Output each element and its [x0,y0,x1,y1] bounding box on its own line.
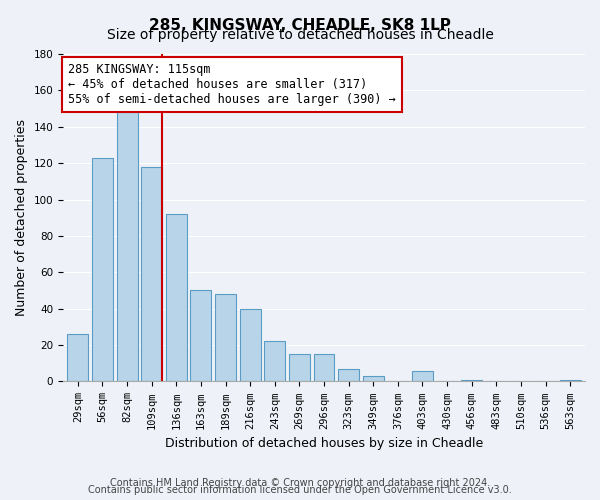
Bar [289,354,310,382]
Text: Contains HM Land Registry data © Crown copyright and database right 2024.: Contains HM Land Registry data © Crown c… [110,478,490,488]
Bar [141,167,162,382]
Bar [239,308,260,382]
Bar [166,214,187,382]
Y-axis label: Number of detached properties: Number of detached properties [15,119,28,316]
Bar [67,334,88,382]
Text: Size of property relative to detached houses in Cheadle: Size of property relative to detached ho… [107,28,493,42]
Bar [265,342,285,382]
Bar [314,354,334,382]
Bar [116,108,137,382]
Text: 285, KINGSWAY, CHEADLE, SK8 1LP: 285, KINGSWAY, CHEADLE, SK8 1LP [149,18,451,32]
Bar [560,380,581,382]
Bar [92,158,113,382]
Bar [190,290,211,382]
X-axis label: Distribution of detached houses by size in Cheadle: Distribution of detached houses by size … [165,437,483,450]
Bar [215,294,236,382]
Bar [338,368,359,382]
Bar [363,376,384,382]
Bar [412,370,433,382]
Text: Contains public sector information licensed under the Open Government Licence v3: Contains public sector information licen… [88,485,512,495]
Text: 285 KINGSWAY: 115sqm
← 45% of detached houses are smaller (317)
55% of semi-deta: 285 KINGSWAY: 115sqm ← 45% of detached h… [68,63,396,106]
Bar [461,380,482,382]
